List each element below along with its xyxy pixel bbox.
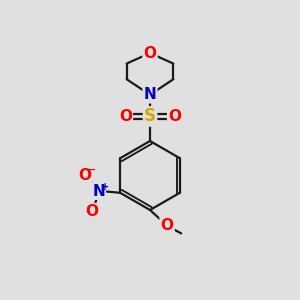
Text: N: N [144,87,156,102]
Text: O: O [79,168,92,183]
Text: O: O [160,218,174,232]
Text: +: + [101,182,109,192]
Text: O: O [168,109,181,124]
Text: −: − [87,165,97,175]
Text: O: O [143,46,157,61]
Text: O: O [85,204,98,219]
Text: O: O [119,109,132,124]
Text: N: N [92,184,105,199]
Text: S: S [144,107,156,125]
